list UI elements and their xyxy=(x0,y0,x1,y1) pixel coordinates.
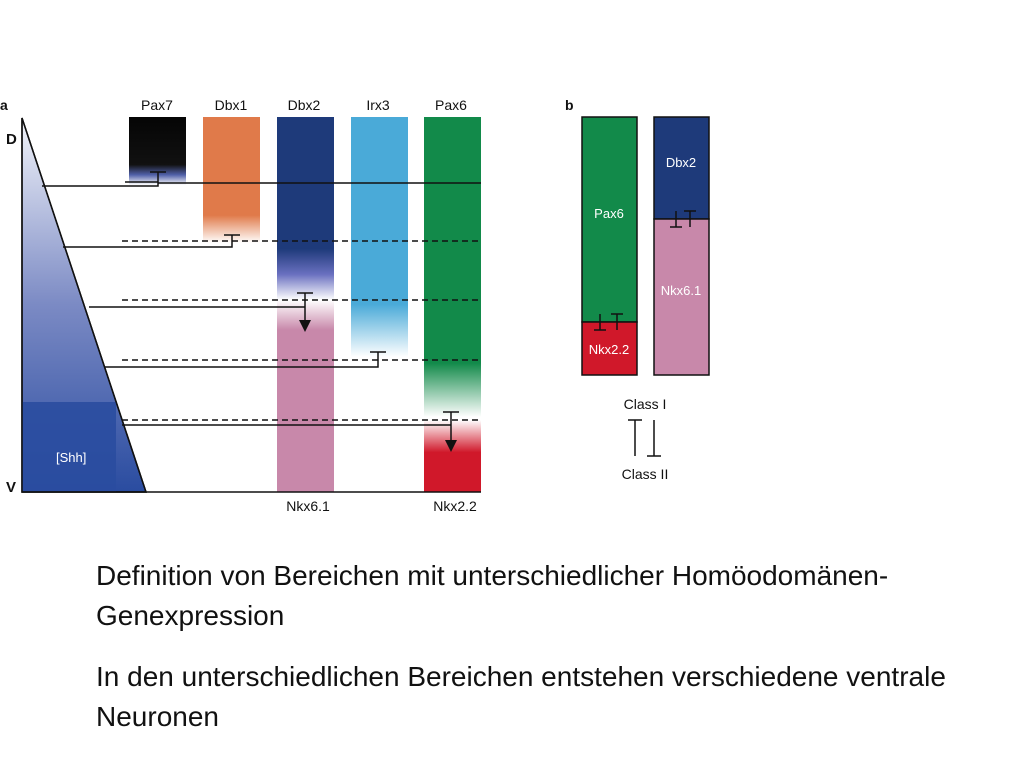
threshold-lines xyxy=(22,172,481,493)
class-ii-label: Class II xyxy=(622,466,669,482)
b-nkx22-block xyxy=(581,321,638,376)
b-dbx2-block xyxy=(653,116,710,220)
ventral-label: V xyxy=(6,479,16,496)
bar-irx3 xyxy=(351,117,408,357)
caption-definition: Definition von Bereichen mit unterschied… xyxy=(96,560,889,631)
bar-nkx22 xyxy=(424,420,481,492)
b-label-nkx22: Nkx2.2 xyxy=(589,342,629,357)
class-i-label: Class I xyxy=(624,396,667,412)
dorsal-label: D xyxy=(6,131,17,148)
b-label-nkx61: Nkx6.1 xyxy=(661,283,701,298)
gene-label-pax6: Pax6 xyxy=(435,97,467,113)
bar-dbx1 xyxy=(203,117,260,243)
b-cross-repression-symbols xyxy=(594,210,696,331)
bar-dbx2 xyxy=(277,117,334,300)
bar-pax6 xyxy=(424,117,481,417)
shh-dark-band xyxy=(22,402,116,492)
shh-label: [Shh] xyxy=(56,450,86,465)
homeodomain-expression-figure: a D V [Shh] Pax7 Dbx1 Dbx2 Irx3 Pax6 xyxy=(0,97,710,514)
bottom-label-nkx61: Nkx6.1 xyxy=(286,498,330,514)
b-pax6-block xyxy=(581,116,638,323)
class-repression-symbol xyxy=(628,419,661,457)
bottom-label-nkx22: Nkx2.2 xyxy=(433,498,477,514)
b-nkx61-block xyxy=(653,218,710,376)
gene-label-dbx2: Dbx2 xyxy=(288,97,321,113)
gene-label-irx3: Irx3 xyxy=(366,97,390,113)
panel-a-label: a xyxy=(0,97,8,113)
gene-label-dbx1: Dbx1 xyxy=(215,97,248,113)
gene-label-pax7: Pax7 xyxy=(141,97,173,113)
b-label-pax6: Pax6 xyxy=(594,206,624,221)
b-label-dbx2: Dbx2 xyxy=(666,155,696,170)
caption-neurons: In den unterschiedlichen Bereichen entst… xyxy=(96,661,946,732)
panel-b-label: b xyxy=(565,97,574,113)
bar-nkx61 xyxy=(277,330,334,492)
